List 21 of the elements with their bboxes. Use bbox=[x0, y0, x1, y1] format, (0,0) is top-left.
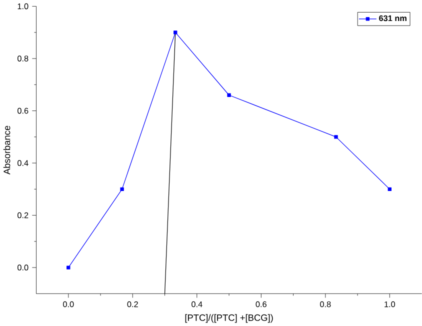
x-tick-label: 0.4 bbox=[192, 301, 202, 308]
y-tick-label: 0.0 bbox=[18, 264, 28, 270]
x-tick-label: 0.6 bbox=[256, 301, 266, 308]
x-axis-title: [PTC]/([PTC] +[BCG]) bbox=[185, 314, 273, 323]
y-tick-label: 0.4 bbox=[18, 160, 28, 166]
y-tick-label: 1.0 bbox=[18, 3, 28, 10]
point bbox=[227, 93, 231, 97]
x-tick-label: 1.0 bbox=[384, 301, 396, 308]
y-axis-title: Absorbance bbox=[3, 126, 10, 174]
x-tick-label: 0.0 bbox=[63, 301, 74, 308]
legend-label: 631 nm bbox=[379, 15, 406, 22]
x-tick-label: 0.8 bbox=[320, 301, 331, 308]
point bbox=[174, 30, 178, 34]
point bbox=[120, 187, 124, 191]
point bbox=[66, 266, 70, 270]
point bbox=[388, 187, 392, 191]
y-tick-label: 0.6 bbox=[18, 108, 28, 114]
y-tick-label: 0.2 bbox=[18, 212, 28, 218]
x-tick-label: 0.2 bbox=[127, 301, 138, 308]
point bbox=[334, 134, 338, 139]
y-tick-label: 0.8 bbox=[18, 56, 28, 62]
